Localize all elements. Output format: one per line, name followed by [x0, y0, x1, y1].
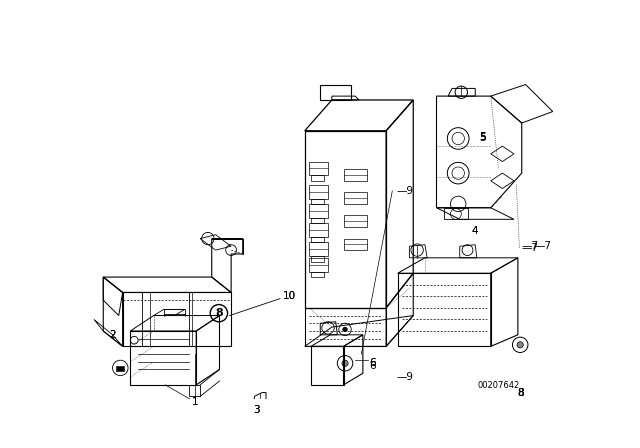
Text: 4: 4 [472, 226, 479, 236]
Text: 5: 5 [479, 134, 486, 143]
Text: —7: —7 [522, 243, 539, 253]
Text: 3: 3 [253, 405, 260, 414]
Text: —9: —9 [396, 186, 413, 196]
Text: 8: 8 [215, 308, 223, 318]
Text: 3: 3 [253, 405, 260, 414]
Text: 2: 2 [109, 330, 116, 340]
Text: 2: 2 [109, 330, 116, 340]
Text: 8: 8 [517, 388, 524, 397]
Circle shape [342, 360, 348, 366]
Circle shape [343, 327, 348, 332]
Text: 4: 4 [472, 226, 479, 236]
Text: 5: 5 [479, 132, 486, 142]
Text: 10: 10 [283, 291, 296, 302]
Text: —7: —7 [534, 241, 552, 251]
Text: 8: 8 [517, 388, 524, 397]
Text: 00207642: 00207642 [478, 381, 520, 390]
Polygon shape [116, 366, 124, 371]
Text: —7: —7 [522, 241, 539, 251]
Text: 8: 8 [517, 388, 524, 397]
Text: —9: —9 [396, 372, 413, 382]
Text: 6: 6 [370, 358, 376, 368]
Text: 6: 6 [370, 361, 376, 370]
Text: 1: 1 [191, 397, 198, 407]
Text: 5: 5 [479, 132, 486, 142]
Text: 6: 6 [370, 358, 376, 368]
Text: 10: 10 [283, 291, 296, 302]
Circle shape [517, 342, 524, 348]
Text: 1: 1 [191, 397, 198, 407]
Text: 8: 8 [517, 388, 524, 397]
